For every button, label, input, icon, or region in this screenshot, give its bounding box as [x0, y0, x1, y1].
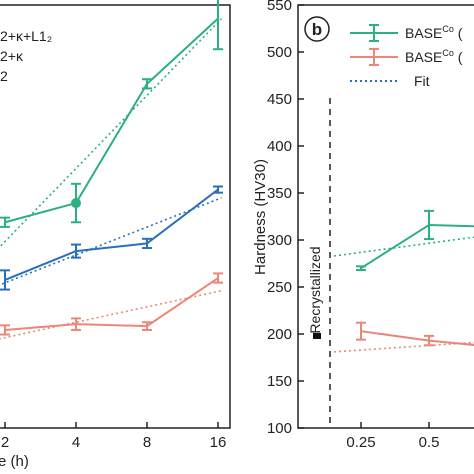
- left-series-line-1: [4, 188, 219, 281]
- left-legend: 2+κ+L1₂ 2+κ 2: [0, 28, 52, 84]
- left-fit-line-0: [0, 18, 223, 248]
- right-x-tick-label: 0.5: [419, 434, 440, 451]
- right-series-line-1: [360, 330, 474, 346]
- right-y-tick-label: 400: [267, 138, 292, 155]
- left-fit-line-1: [0, 197, 222, 286]
- right-legend-entry-3: Fit: [350, 73, 430, 89]
- left-x-tick-label: 2: [1, 434, 9, 451]
- right-panel-marks: 100 150 200 250 300 350 400 450 500 550 0.25 0.5: [267, 0, 474, 451]
- recrystallized-marker: [313, 333, 321, 339]
- left-x-tick-label: 16: [210, 434, 227, 451]
- left-x-tick-label: 8: [143, 434, 151, 451]
- left-legend-entry-1: 2+κ+L1₂: [0, 28, 52, 44]
- svg-text:BASECo (: BASECo (: [405, 48, 463, 65]
- left-x-tick-label: 4: [72, 434, 80, 451]
- right-x-tick-label: 0.25: [346, 434, 375, 451]
- panel-label: b: [312, 20, 322, 39]
- right-legend-entry-1: BASECo (: [350, 24, 463, 42]
- right-y-tick-label: 500: [267, 44, 292, 61]
- right-y-tick-label: 300: [267, 232, 292, 249]
- left-legend-entry-2: 2+κ: [0, 48, 24, 64]
- right-y-tick-label: 350: [267, 185, 292, 202]
- right-y-tick-label: 450: [267, 91, 292, 108]
- svg-text:Fit: Fit: [414, 73, 430, 89]
- right-y-tick-label: 550: [267, 0, 292, 14]
- recrystallized-label: Recrystallized: [307, 246, 323, 333]
- svg-text:BASECo (: BASECo (: [405, 24, 463, 41]
- right-legend-entry-2: BASECo (: [350, 48, 463, 66]
- right-y-tick-label: 150: [267, 373, 292, 390]
- right-legend: BASECo ( BASECo ( Fit: [350, 24, 463, 89]
- right-series-line-0: [360, 223, 474, 270]
- left-x-axis-label: e (h): [0, 453, 29, 470]
- right-fit-line-green: [333, 236, 474, 257]
- left-series-line-2: [4, 277, 219, 331]
- left-panel-marks: 2 4 8 16: [0, 0, 226, 451]
- left-series-line-0: [4, 17, 219, 224]
- left-plot-frame: [0, 4, 231, 429]
- panel-label-circle: [304, 16, 330, 42]
- left-data-point: [71, 198, 81, 209]
- left-legend-entry-3: 2: [0, 68, 8, 84]
- right-plot-frame: [297, 4, 474, 429]
- right-y-tick-label: 100: [267, 420, 292, 437]
- right-y-tick-label: 250: [267, 279, 292, 296]
- right-fit-line-red: [333, 341, 474, 353]
- right-y-axis-title: Hardness (HV30): [252, 159, 269, 275]
- right-y-tick-label: 200: [267, 326, 292, 343]
